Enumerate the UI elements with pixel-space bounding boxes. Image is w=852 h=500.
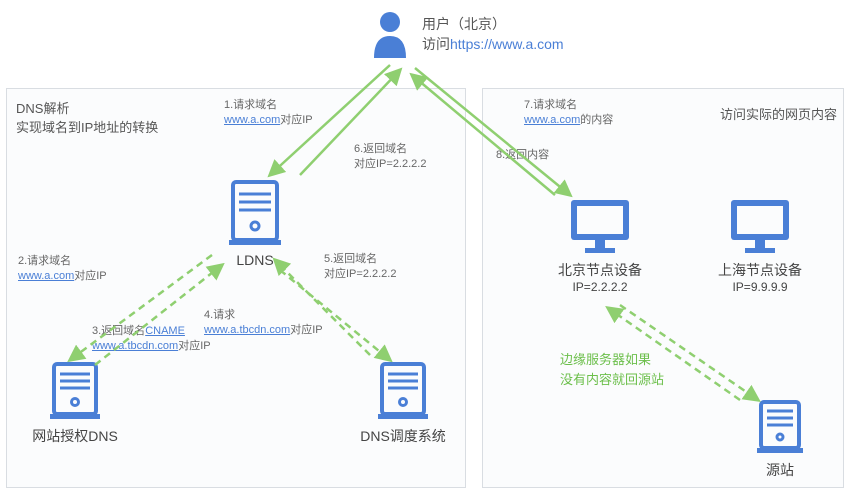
authdns-node: 网站授权DNS (20, 360, 130, 446)
sched-node: DNS调度系统 (348, 360, 458, 446)
bj-label: 北京节点设备 (540, 260, 660, 280)
monitor-icon (725, 196, 795, 256)
step3-label: 3.返回域名CNAME www.a.tbcdn.com对应IP (92, 324, 211, 354)
bj-ip: IP=2.2.2.2 (540, 280, 660, 294)
authdns-label: 网站授权DNS (20, 426, 130, 446)
server-icon (755, 398, 805, 456)
user-line1: 用户（北京） (422, 14, 564, 34)
bj-node: 北京节点设备 IP=2.2.2.2 (540, 196, 660, 294)
ldns-label: LDNS (215, 252, 295, 268)
origin-node: 源站 (740, 398, 820, 480)
sched-label: DNS调度系统 (348, 426, 458, 446)
monitor-icon (565, 196, 635, 256)
step1-label: 1.请求域名 www.a.com对应IP (224, 98, 313, 128)
sh-node: 上海节点设备 IP=9.9.9.9 (700, 196, 820, 294)
user-icon (370, 10, 410, 58)
server-icon (48, 360, 102, 422)
step2-label: 2.请求域名 www.a.com对应IP (18, 254, 107, 284)
ldns-node: LDNS (215, 178, 295, 268)
sh-label: 上海节点设备 (700, 260, 820, 280)
sh-ip: IP=9.9.9.9 (700, 280, 820, 294)
right-title: 访问实际的网页内容 (720, 104, 837, 123)
server-icon (376, 360, 430, 422)
origin-label: 源站 (740, 460, 820, 480)
step8-label: 8.返回内容 (496, 148, 549, 163)
step5-label: 5.返回域名 对应IP=2.2.2.2 (324, 252, 396, 282)
user-line2: 访问https://www.a.com (422, 34, 564, 54)
server-icon (225, 178, 285, 248)
origin-note: 边缘服务器如果 没有内容就回源站 (560, 350, 664, 389)
step6-label: 6.返回域名 对应IP=2.2.2.2 (354, 142, 426, 172)
user-label: 用户（北京） 访问https://www.a.com (422, 14, 564, 54)
left-title: DNS解析 实现域名到IP地址的转换 (16, 98, 158, 136)
step7-label: 7.请求域名 www.a.com的内容 (524, 98, 613, 128)
step4-label: 4.请求 www.a.tbcdn.com对应IP (204, 308, 323, 338)
user-node: 用户（北京） 访问https://www.a.com (370, 10, 564, 58)
